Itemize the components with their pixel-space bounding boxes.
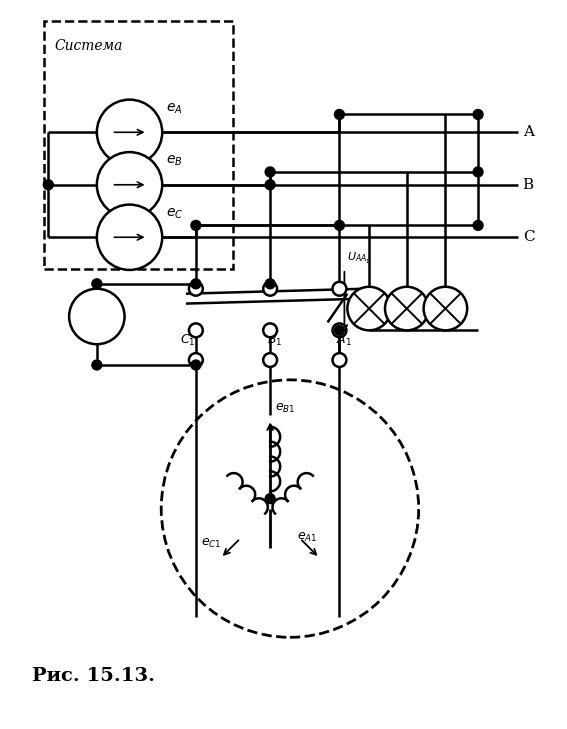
Circle shape	[265, 180, 275, 190]
Circle shape	[263, 353, 277, 367]
Text: $e_C$: $e_C$	[166, 206, 184, 221]
Circle shape	[335, 109, 344, 120]
Circle shape	[263, 324, 277, 338]
Text: B: B	[523, 178, 534, 192]
Circle shape	[191, 279, 201, 289]
Circle shape	[92, 360, 102, 370]
Circle shape	[348, 286, 391, 330]
Circle shape	[189, 324, 203, 338]
Circle shape	[473, 167, 483, 177]
Circle shape	[332, 353, 346, 367]
Circle shape	[97, 100, 162, 165]
Text: $e_{C1}$: $e_{C1}$	[201, 537, 221, 550]
Text: $C_1$: $C_1$	[180, 333, 196, 348]
Circle shape	[69, 289, 125, 344]
Circle shape	[191, 360, 201, 370]
Circle shape	[265, 279, 275, 289]
Circle shape	[189, 282, 203, 296]
Circle shape	[385, 286, 429, 330]
Text: Система: Система	[54, 39, 122, 53]
Circle shape	[265, 167, 275, 177]
Circle shape	[424, 286, 467, 330]
Circle shape	[189, 353, 203, 367]
Text: Рис. 15.13.: Рис. 15.13.	[32, 667, 155, 685]
Text: $B_1$: $B_1$	[268, 333, 283, 348]
Circle shape	[97, 152, 162, 217]
Circle shape	[473, 220, 483, 230]
Circle shape	[473, 109, 483, 120]
Circle shape	[92, 279, 102, 289]
Circle shape	[332, 324, 346, 338]
Circle shape	[335, 220, 344, 230]
Text: C: C	[523, 230, 534, 244]
Text: V: V	[91, 308, 103, 325]
Text: $U_{AA_1}$: $U_{AA_1}$	[348, 251, 371, 266]
Text: $e_B$: $e_B$	[166, 154, 183, 168]
Bar	[44, 21, 232, 269]
Circle shape	[263, 282, 277, 296]
Circle shape	[44, 180, 53, 190]
Circle shape	[335, 325, 344, 335]
Circle shape	[332, 282, 346, 296]
Circle shape	[97, 205, 162, 270]
Text: A: A	[523, 125, 534, 139]
Circle shape	[191, 220, 201, 230]
Text: $e_A$: $e_A$	[166, 101, 183, 116]
Text: $A_1$: $A_1$	[336, 333, 352, 348]
Circle shape	[161, 380, 418, 637]
Text: $e_{B1}$: $e_{B1}$	[275, 402, 295, 415]
Text: $e_{A1}$: $e_{A1}$	[297, 531, 318, 545]
Circle shape	[265, 494, 275, 504]
